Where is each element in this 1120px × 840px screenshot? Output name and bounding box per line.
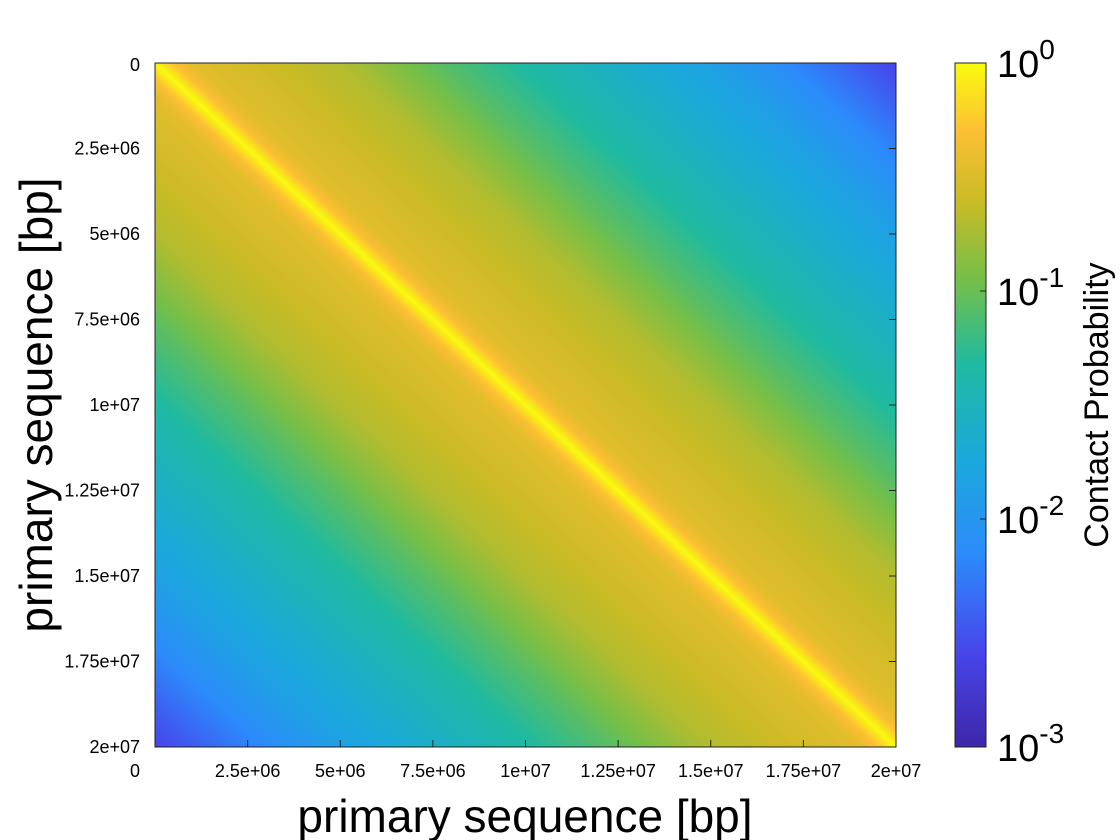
- x-tick-label: 2e+07: [871, 761, 922, 781]
- y-axis-ticks: 0 2.5e+06 5e+06 7.5e+06 1e+07 1.25e+07 1.5e+07…: [64, 55, 896, 757]
- y-tick-label: 7.5e+06: [74, 310, 140, 330]
- x-tick-label: 7.5e+06: [400, 761, 466, 781]
- y-tick-label: 2e+07: [89, 737, 140, 757]
- x-tick-label: 1.75e+07: [766, 761, 842, 781]
- x-axis-ticks: 0 2.5e+06 5e+06 7.5e+06 1e+07 1.25e+07 1.5e+07…: [130, 740, 921, 781]
- colorbar-tick-label: 10-3: [997, 718, 1064, 770]
- colorbar-tick-label: 100: [997, 34, 1055, 86]
- y-tick-label: 0: [130, 55, 140, 75]
- x-tick-label: 1.5e+07: [678, 761, 744, 781]
- y-tick-label: 2.5e+06: [74, 139, 140, 159]
- y-tick-label: 1.5e+07: [74, 566, 140, 586]
- colorbar-ticks: 100 10-1 10-2 10-3: [980, 34, 1064, 770]
- x-tick-label: 5e+06: [315, 761, 366, 781]
- heatmap-canvas: [155, 63, 896, 747]
- colorbar-tick-label: 10-2: [997, 490, 1064, 542]
- colorbar-tick-label: 10-1: [997, 262, 1064, 314]
- colorbar-label: Contact Probability: [1078, 262, 1116, 547]
- colorbar: 100 10-1 10-2 10-3 Contact Probability: [954, 34, 1116, 770]
- x-tick-label: 2.5e+06: [215, 761, 281, 781]
- x-axis-label: primary sequence [bp]: [297, 790, 752, 840]
- y-tick-label: 1.75e+07: [64, 652, 140, 672]
- x-tick-label: 1.25e+07: [580, 761, 656, 781]
- x-tick-label: 0: [130, 761, 140, 781]
- y-tick-label: 5e+06: [89, 224, 140, 244]
- y-axis-label: primary sequence [bp]: [10, 177, 62, 632]
- x-tick-label: 1e+07: [500, 761, 551, 781]
- y-tick-label: 1.25e+07: [64, 481, 140, 501]
- heatmap-plot-area: [154, 62, 897, 748]
- colorbar-gradient: [954, 62, 987, 748]
- y-tick-label: 1e+07: [89, 395, 140, 415]
